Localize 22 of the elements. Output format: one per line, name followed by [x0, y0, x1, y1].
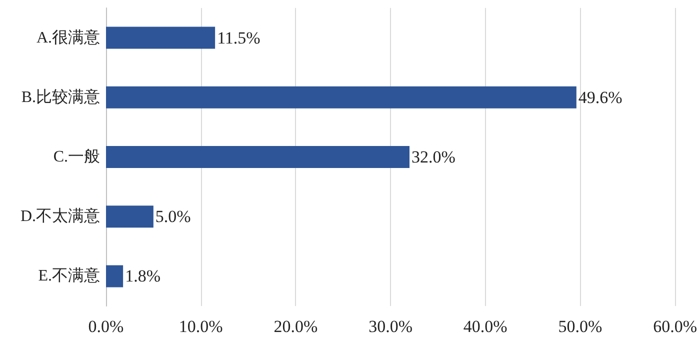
bar: [106, 86, 576, 108]
y-tick-label: B.比较满意: [21, 88, 100, 106]
x-tick-label: 40.0%: [463, 317, 508, 336]
x-tick-label: 50.0%: [558, 317, 602, 336]
data-label: 5.0%: [155, 207, 191, 226]
y-tick-label: A.很满意: [36, 28, 100, 46]
x-tick-label: 60.0%: [653, 317, 698, 336]
bar: [106, 265, 124, 288]
y-tick-label: E.不满意: [38, 266, 100, 285]
data-label: 1.8%: [125, 266, 160, 286]
x-tick-label: 20.0%: [274, 317, 318, 336]
bar: [106, 146, 410, 168]
bar: [106, 26, 216, 49]
data-label: 32.0%: [411, 148, 456, 166]
data-label: 49.6%: [578, 88, 622, 107]
x-tick-label: 10.0%: [178, 317, 223, 336]
x-tick-label: 30.0%: [368, 317, 412, 336]
bar: [106, 206, 154, 228]
x-tick-label: 0.0%: [88, 317, 124, 336]
y-tick-label: D.不太满意: [20, 207, 100, 226]
y-tick-label: C.一般: [53, 148, 100, 166]
data-label: 11.5%: [217, 28, 260, 48]
